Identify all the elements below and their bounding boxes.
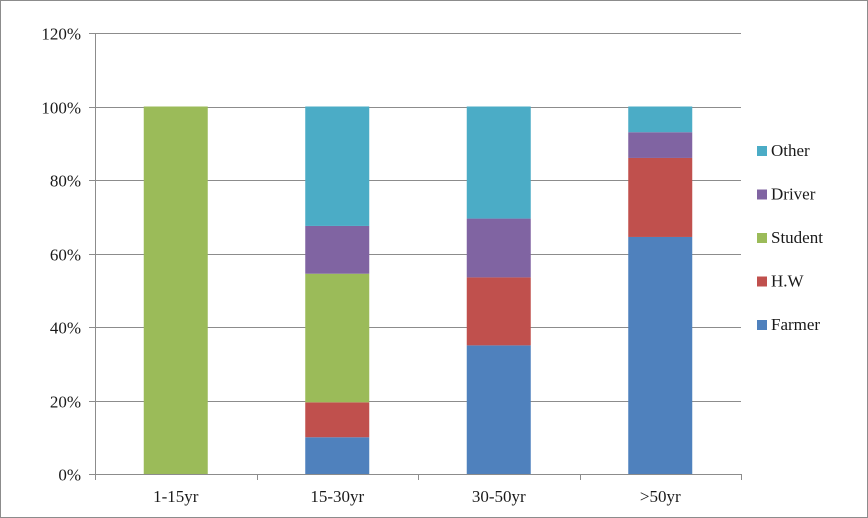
x-category-label-30-50yr: 30-50yr <box>472 487 526 506</box>
y-tick-label-40: 40% <box>50 319 81 338</box>
bar-farmer-30-50yr <box>466 345 531 474</box>
bar-other-15-30yr <box>305 106 370 226</box>
legend-swatch-farmer <box>757 320 767 330</box>
y-tick-label-100: 100% <box>41 99 81 118</box>
bar-other-30-50yr <box>466 106 531 219</box>
y-tick-label-0: 0% <box>58 466 81 485</box>
bar-driver-15-30yr <box>305 225 370 274</box>
legend-label-h-w: H.W <box>771 272 805 291</box>
bar-farmer-50yr <box>628 236 693 474</box>
bar-other-50yr <box>628 106 693 133</box>
legend-swatch-other <box>757 146 767 156</box>
y-tick-label-20: 20% <box>50 393 81 412</box>
legend-label-farmer: Farmer <box>771 315 820 334</box>
legend-label-student: Student <box>771 228 823 247</box>
bar-h-w-50yr <box>628 157 693 237</box>
y-axis-tick-labels: 0% 20% 40% 60% 80% 100% 120% <box>41 25 81 485</box>
bar-h-w-30-50yr <box>466 277 531 346</box>
x-category-label-15-30yr: 15-30yr <box>310 487 364 506</box>
bar-student-1-15yr <box>143 106 208 474</box>
x-category-label-50yr: >50yr <box>640 487 681 506</box>
legend-label-driver: Driver <box>771 185 816 204</box>
x-axis-category-labels: 1-15yr 15-30yr 30-50yr >50yr <box>153 487 681 506</box>
y-tick-label-120: 120% <box>41 25 81 44</box>
legend-swatch-driver <box>757 189 767 200</box>
bar-h-w-15-30yr <box>305 402 370 438</box>
legend-swatch-student <box>757 233 767 243</box>
legend-swatch-h-w <box>757 276 767 287</box>
x-category-label-1-15yr: 1-15yr <box>153 487 199 506</box>
bar-farmer-15-30yr <box>305 437 370 474</box>
y-tick-label-60: 60% <box>50 246 81 265</box>
y-tick-label-80: 80% <box>50 172 81 191</box>
legend: Other Driver Student H.W Farmer <box>757 141 823 334</box>
bar-driver-50yr <box>628 132 693 158</box>
bar-stacks <box>143 106 693 474</box>
axes <box>89 33 742 480</box>
bar-student-15-30yr <box>305 273 370 403</box>
legend-label-other: Other <box>771 141 810 160</box>
bar-driver-30-50yr <box>466 218 531 278</box>
